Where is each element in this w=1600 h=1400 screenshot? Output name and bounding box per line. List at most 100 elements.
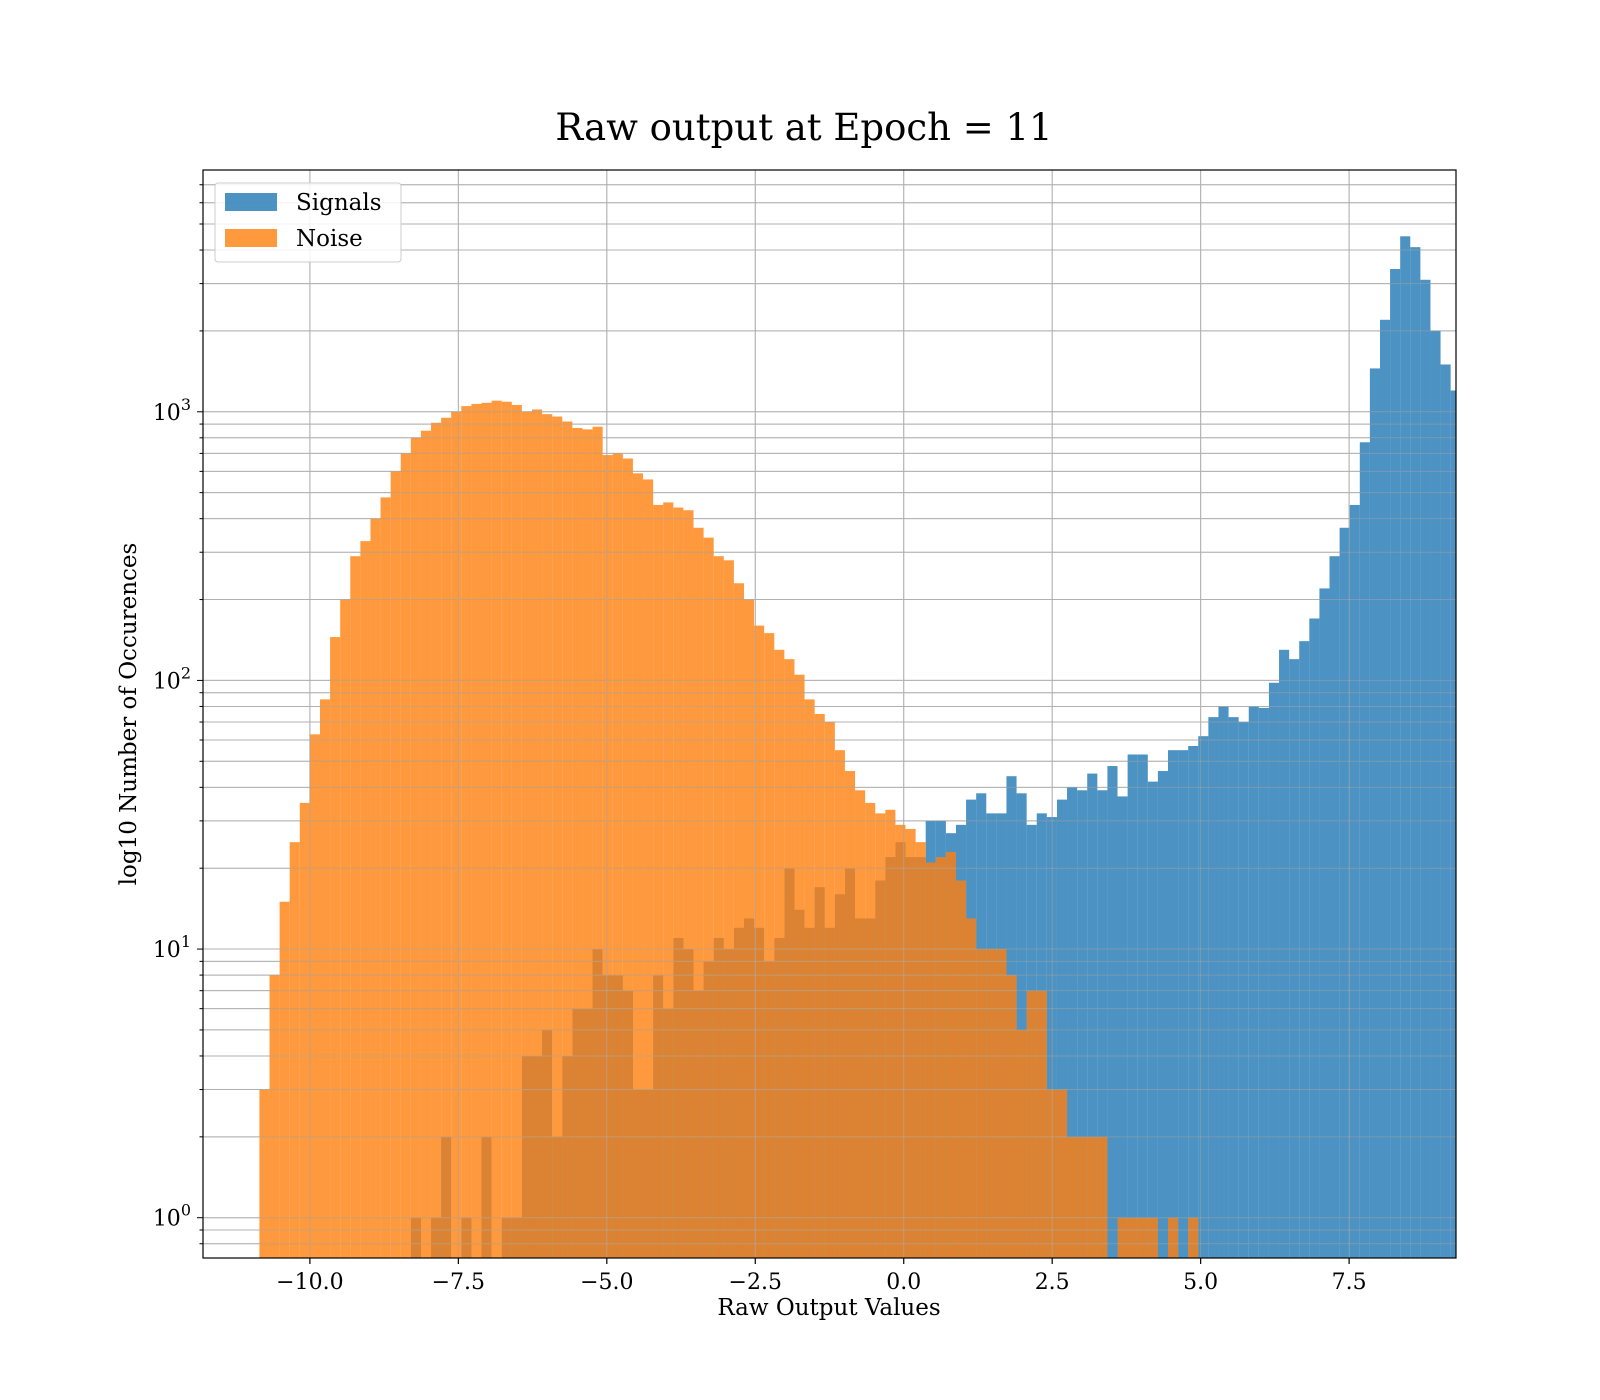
noise-bar [653, 504, 664, 1258]
noise-bar [643, 479, 654, 1258]
noise-bar [632, 473, 644, 1258]
noise-bar [380, 497, 391, 1258]
signals-bar [1107, 766, 1118, 1258]
noise-bar [1016, 1029, 1027, 1258]
noise-bar [976, 949, 987, 1258]
noise-bar [390, 471, 401, 1258]
signals-bar [1218, 706, 1229, 1258]
signals-bar [1501, 787, 1511, 1263]
signals-bar [1390, 269, 1401, 1258]
noise-bar [531, 409, 543, 1258]
y-axis-ticks: 100 101 102 103 [153, 184, 203, 1245]
legend-label-noise: Noise [296, 226, 363, 252]
noise-bar [330, 637, 341, 1258]
noise-bar [1137, 1217, 1148, 1258]
noise-bar [441, 417, 452, 1258]
noise-bar [501, 401, 512, 1258]
noise-bar [319, 699, 331, 1258]
noise-bar [713, 556, 724, 1258]
noise-bar [865, 802, 876, 1258]
signals-bar [1420, 279, 1431, 1258]
signals-bar [1379, 319, 1391, 1258]
x-tick-label: −7.5 [432, 1270, 485, 1295]
noise-bar [279, 901, 290, 1258]
noise-bar [875, 813, 886, 1258]
noise-bar [1117, 1217, 1128, 1258]
signals-bar [1440, 364, 1451, 1258]
noise-bar [693, 527, 704, 1258]
noise-bar [733, 583, 744, 1258]
plot-frame [202, 169, 1457, 1259]
noise-bar [824, 722, 835, 1258]
noise-bar [663, 502, 674, 1258]
noise-bar [360, 541, 371, 1258]
y-tick-label: 101 [153, 932, 191, 963]
noise-bar [289, 842, 300, 1258]
noise-bar [794, 674, 805, 1258]
noise-bar [703, 537, 714, 1258]
signals-bar [1067, 787, 1078, 1258]
signals-bar [1238, 722, 1249, 1258]
signals-bar [1289, 659, 1300, 1258]
signals-bar [1127, 754, 1138, 1258]
noise-bar [1167, 1217, 1179, 1258]
noise-bar [1097, 1136, 1108, 1258]
legend-label-signals: Signals [296, 190, 382, 216]
noise-bar [542, 414, 553, 1258]
x-tick-label: −5.0 [580, 1270, 633, 1295]
noise-bar [1147, 1217, 1158, 1258]
noise-bar [915, 842, 926, 1258]
noise-bar [471, 403, 482, 1258]
noise-bar [1036, 990, 1047, 1258]
noise-bar [1056, 1089, 1068, 1258]
legend: Signals Noise [214, 182, 402, 263]
signals-bar [1208, 717, 1219, 1258]
signals-bar [1359, 442, 1370, 1258]
signals-bar [1491, 680, 1501, 1263]
noise-bar [511, 404, 522, 1258]
noise-bar [945, 851, 956, 1258]
signals-bar [1097, 790, 1108, 1258]
noise-bar [855, 790, 866, 1258]
noise-bar [1067, 1136, 1078, 1258]
x-tick-label: 2.5 [1035, 1270, 1070, 1295]
noise-bar [410, 437, 421, 1258]
signals-bar [1016, 793, 1027, 1258]
signals-bar [1077, 790, 1088, 1258]
noise-bar [1127, 1217, 1138, 1258]
signals-bar [1268, 682, 1280, 1258]
x-axis-label: Raw Output Values [717, 1295, 940, 1321]
noise-bar [895, 824, 906, 1258]
noise-bar [552, 416, 563, 1258]
noise-bar [562, 421, 573, 1258]
noise-bar [966, 918, 977, 1258]
noise-bar [1188, 1217, 1199, 1258]
y-tick-label: 100 [153, 1201, 191, 1232]
noise-bar [451, 411, 462, 1258]
noise-bar [804, 699, 815, 1258]
signals-bar [1248, 706, 1259, 1258]
noise-bar [299, 802, 310, 1258]
signals-bar [1279, 649, 1290, 1258]
signals-bar [1167, 750, 1179, 1258]
noise-bar [723, 560, 734, 1258]
signals-bar [1299, 641, 1310, 1258]
noise-bar [743, 599, 755, 1258]
y-tick-label: 103 [153, 395, 191, 426]
signals-bar [1309, 618, 1320, 1258]
noise-bar [602, 455, 613, 1258]
legend-swatch-signals [225, 193, 277, 211]
signals-bar [1188, 746, 1199, 1258]
noise-bar [1087, 1136, 1098, 1258]
noise-bar [400, 453, 411, 1258]
noise-bar [269, 975, 280, 1258]
signals-bar [1481, 569, 1491, 1263]
signals-bar [1147, 781, 1158, 1258]
noise-bar [370, 518, 381, 1258]
noise-bar [592, 426, 603, 1258]
noise-bar [935, 857, 946, 1258]
signals-bar [1258, 707, 1269, 1258]
signals-bar [1461, 453, 1471, 1263]
noise-bar [885, 809, 896, 1258]
signals-bar [1511, 1009, 1521, 1263]
